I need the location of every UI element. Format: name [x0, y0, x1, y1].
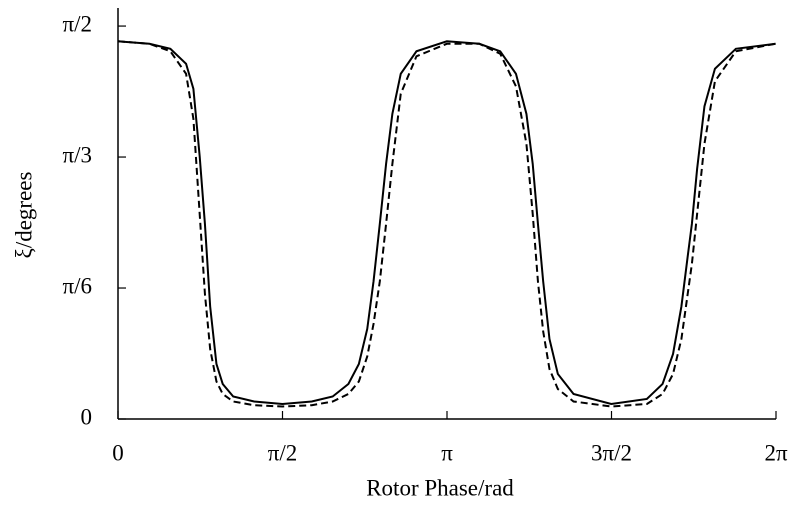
y-tick-label: π/2 — [62, 11, 92, 36]
x-tick-label: 0 — [112, 440, 124, 465]
line-series — [117, 40, 776, 408]
x-tick-label: 3π/2 — [591, 440, 632, 465]
x-tick-label: π — [441, 440, 453, 465]
y-axis-label: ξ/degrees — [11, 172, 36, 259]
line-series — [117, 40, 776, 406]
y-tick-label: 0 — [81, 404, 93, 429]
x-axis-label: Rotor Phase/rad — [366, 475, 514, 500]
x-tick-label: π/2 — [268, 440, 298, 465]
y-tick-label: π/6 — [62, 273, 92, 298]
x-tick-label: 2π — [764, 440, 788, 465]
y-tick-label: π/3 — [62, 142, 92, 167]
